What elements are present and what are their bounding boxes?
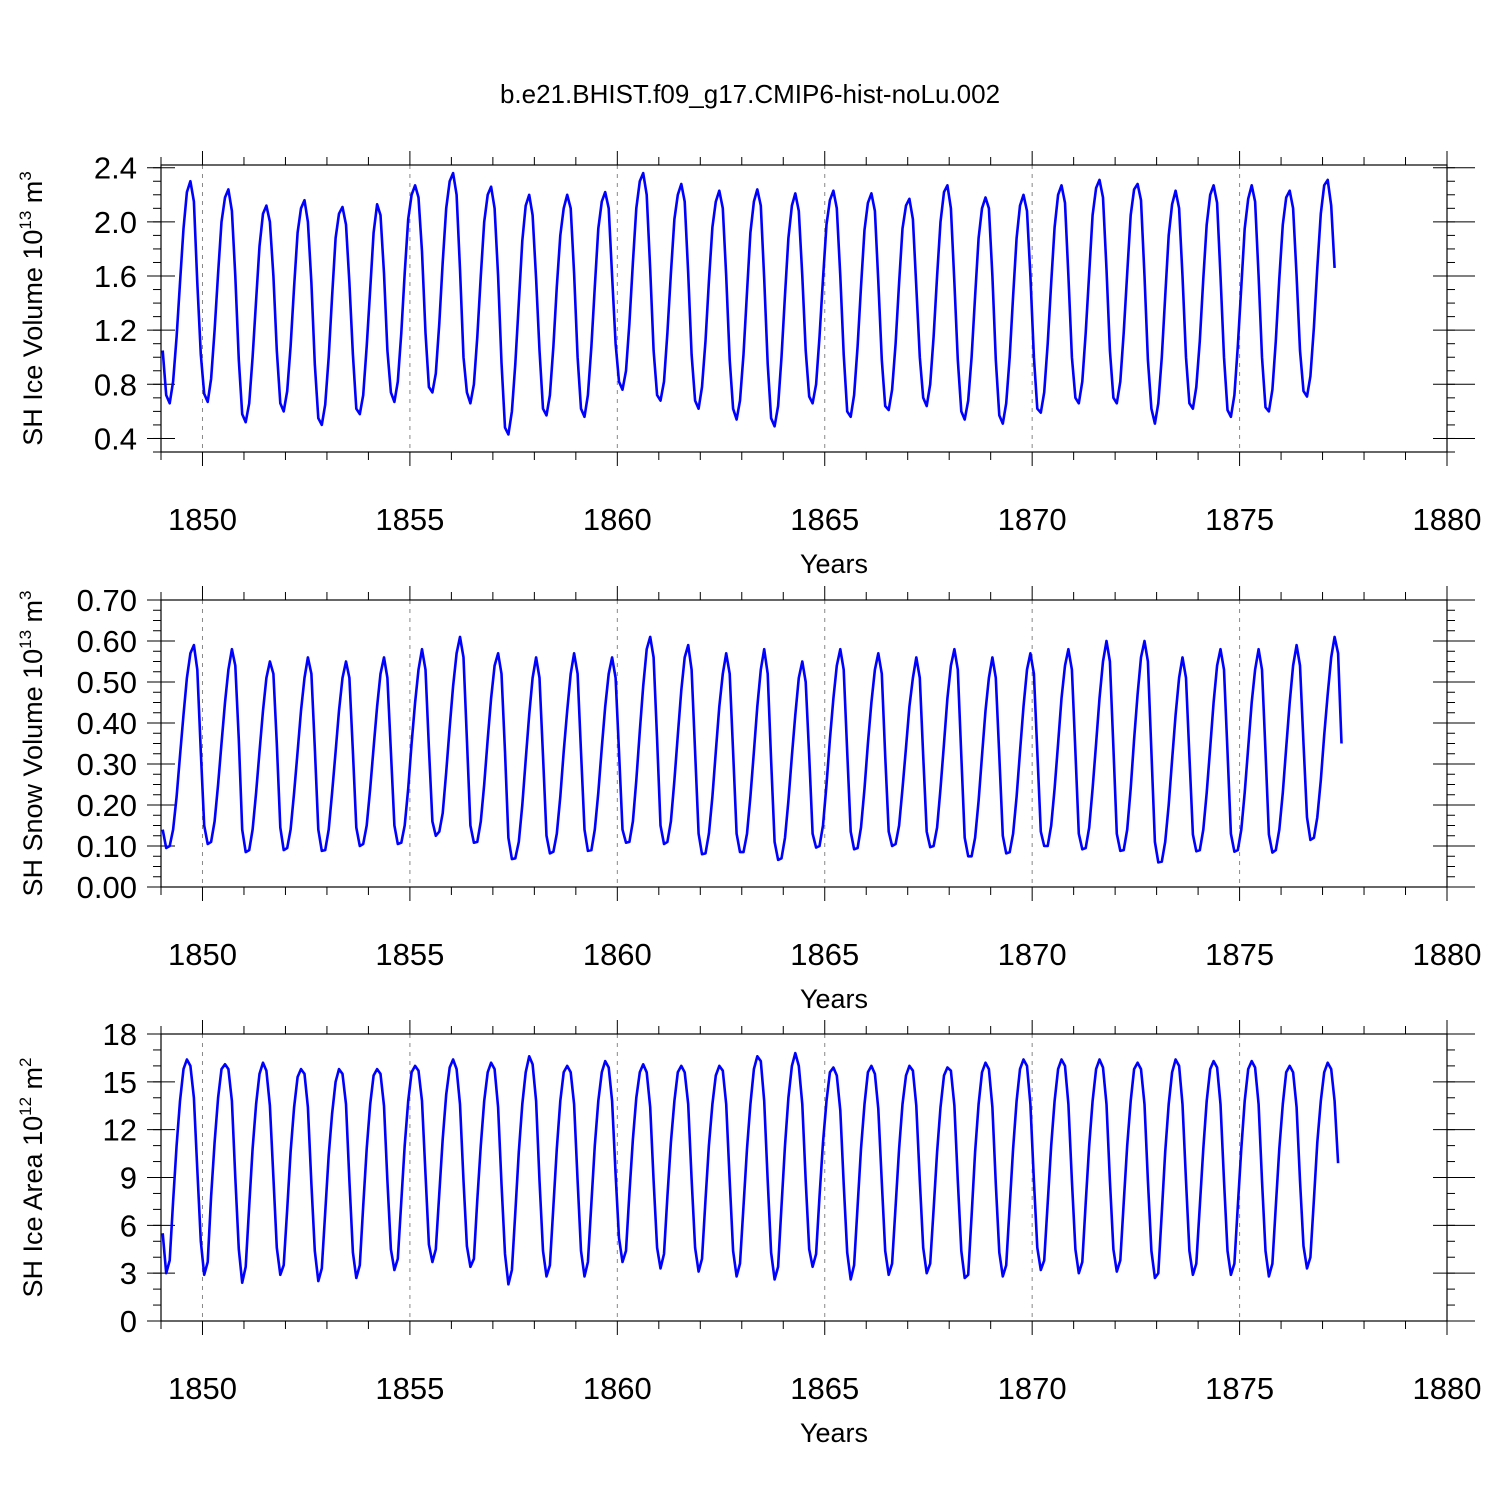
x-tick-label: 1855 — [375, 937, 444, 972]
y-tick-label: 1.6 — [94, 259, 137, 294]
y-tick-label: 15 — [103, 1065, 137, 1100]
y-tick-label: 2.4 — [94, 151, 137, 186]
y-tick-label: 0.30 — [77, 747, 137, 782]
chart-panel-3: 0 3 6 9 12 15 18 1850 1855 1860 1865 1870 1875 1880 Ye… — [16, 1017, 1481, 1448]
y-tick-label: 0.00 — [77, 870, 137, 905]
series-line-1 — [161, 1051, 1340, 1286]
x-tick-label: 1850 — [168, 502, 237, 537]
y-tick-label: 0 — [120, 1304, 137, 1339]
y-tick-label: 9 — [120, 1161, 137, 1196]
x-tick-label: 1850 — [168, 937, 237, 972]
x-axis-label: Years — [800, 984, 868, 1014]
y-axis-label: SH Snow Volume 1013 m3 — [16, 590, 48, 896]
y-tick-label: 3 — [120, 1256, 137, 1291]
x-tick-label: 1865 — [790, 502, 859, 537]
y-tick-label: 0.4 — [94, 421, 137, 456]
series-line-1 — [161, 171, 1336, 436]
y-tick-label: 1.2 — [94, 313, 137, 348]
chart-panel-1: 0.4 0.8 1.2 1.6 2.0 2.4 1850 1855 1860 1865 1870 18… — [16, 151, 1481, 579]
x-tick-label: 1870 — [998, 937, 1067, 972]
y-tick-label: 18 — [103, 1017, 137, 1052]
x-tick-label: 1860 — [583, 502, 652, 537]
y-tick-label: 0.10 — [77, 829, 137, 864]
chart-panel-2: 0.00 0.10 0.20 0.30 0.40 0.50 0.60 0.70 1850 1855… — [16, 583, 1481, 1014]
y-tick-label: 0.20 — [77, 788, 137, 823]
x-tick-label: 1860 — [583, 1371, 652, 1406]
x-tick-label: 1880 — [1413, 1371, 1482, 1406]
y-tick-label: 0.60 — [77, 624, 137, 659]
y-tick-label: 0.40 — [77, 706, 137, 741]
x-tick-label: 1875 — [1205, 502, 1274, 537]
y-tick-label: 6 — [120, 1208, 137, 1243]
x-tick-label: 1860 — [583, 937, 652, 972]
x-tick-label: 1865 — [790, 1371, 859, 1406]
x-tick-label: 1880 — [1413, 502, 1482, 537]
y-tick-label: 2.0 — [94, 205, 137, 240]
x-tick-label: 1855 — [375, 502, 444, 537]
y-axis-label: SH Ice Area 1012 m2 — [16, 1058, 48, 1298]
x-tick-label: 1875 — [1205, 937, 1274, 972]
y-axis-label: SH Ice Volume 1013 m3 — [16, 171, 48, 446]
y-tick-label: 0.8 — [94, 367, 137, 402]
y-tick-label: 12 — [103, 1113, 137, 1148]
figure-title: b.e21.BHIST.f09_g17.CMIP6-hist-noLu.002 — [500, 79, 1000, 109]
x-axis-label: Years — [800, 549, 868, 579]
series-line-1 — [161, 635, 1343, 864]
x-tick-label: 1870 — [998, 1371, 1067, 1406]
x-tick-label: 1880 — [1413, 937, 1482, 972]
x-tick-label: 1855 — [375, 1371, 444, 1406]
y-tick-label: 0.70 — [77, 583, 137, 618]
plot-frame — [160, 164, 1448, 453]
x-tick-label: 1875 — [1205, 1371, 1274, 1406]
x-tick-label: 1850 — [168, 1371, 237, 1406]
x-axis-label: Years — [800, 1418, 868, 1448]
x-tick-label: 1870 — [998, 502, 1067, 537]
y-tick-label: 0.50 — [77, 665, 137, 700]
x-tick-label: 1865 — [790, 937, 859, 972]
